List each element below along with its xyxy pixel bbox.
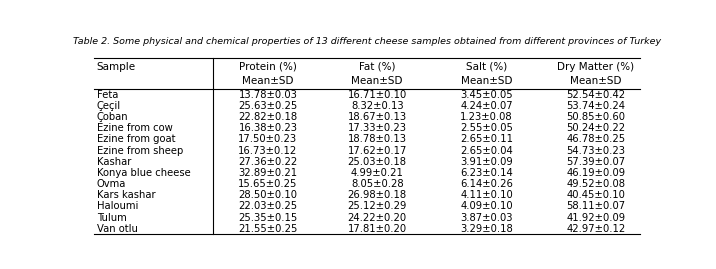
Text: 3.87±0.03: 3.87±0.03 bbox=[460, 213, 513, 222]
Text: Mean±SD: Mean±SD bbox=[352, 76, 403, 86]
Text: 32.89±0.21: 32.89±0.21 bbox=[238, 168, 297, 178]
Text: 8.05±0.28: 8.05±0.28 bbox=[351, 179, 404, 189]
Text: 17.62±0.17: 17.62±0.17 bbox=[347, 146, 407, 155]
Text: 49.52±0.08: 49.52±0.08 bbox=[566, 179, 625, 189]
Text: Kars kashar: Kars kashar bbox=[97, 190, 155, 200]
Text: 41.92±0.09: 41.92±0.09 bbox=[566, 213, 625, 222]
Text: 17.33±0.23: 17.33±0.23 bbox=[348, 123, 407, 133]
Text: 3.29±0.18: 3.29±0.18 bbox=[460, 224, 513, 234]
Text: 4.09±0.10: 4.09±0.10 bbox=[460, 201, 513, 211]
Text: Çeçil: Çeçil bbox=[97, 101, 121, 111]
Text: 21.55±0.25: 21.55±0.25 bbox=[238, 224, 298, 234]
Text: Feta: Feta bbox=[97, 90, 118, 100]
Text: Ovma: Ovma bbox=[97, 179, 126, 189]
Text: Mean±SD: Mean±SD bbox=[570, 76, 621, 86]
Text: 25.63±0.25: 25.63±0.25 bbox=[238, 101, 298, 111]
Text: 22.03±0.25: 22.03±0.25 bbox=[238, 201, 297, 211]
Text: 25.12±0.29: 25.12±0.29 bbox=[347, 201, 407, 211]
Text: Salt (%): Salt (%) bbox=[466, 62, 507, 72]
Text: 53.74±0.24: 53.74±0.24 bbox=[566, 101, 625, 111]
Text: 2.65±0.11: 2.65±0.11 bbox=[460, 134, 513, 144]
Text: 54.73±0.23: 54.73±0.23 bbox=[566, 146, 625, 155]
Text: 22.82±0.18: 22.82±0.18 bbox=[238, 112, 297, 122]
Text: Ezine from sheep: Ezine from sheep bbox=[97, 146, 183, 155]
Text: 46.78±0.25: 46.78±0.25 bbox=[566, 134, 625, 144]
Text: Konya blue cheese: Konya blue cheese bbox=[97, 168, 190, 178]
Text: 50.24±0.22: 50.24±0.22 bbox=[566, 123, 625, 133]
Text: 18.78±0.13: 18.78±0.13 bbox=[348, 134, 407, 144]
Text: Ezine from goat: Ezine from goat bbox=[97, 134, 175, 144]
Text: 58.11±0.07: 58.11±0.07 bbox=[566, 201, 625, 211]
Text: Dry Matter (%): Dry Matter (%) bbox=[557, 62, 634, 72]
Text: 13.78±0.03: 13.78±0.03 bbox=[238, 90, 297, 100]
Text: 57.39±0.07: 57.39±0.07 bbox=[566, 157, 625, 167]
Text: 6.23±0.14: 6.23±0.14 bbox=[460, 168, 513, 178]
Text: 2.65±0.04: 2.65±0.04 bbox=[460, 146, 513, 155]
Text: Sample: Sample bbox=[97, 62, 136, 72]
Text: Haloumi: Haloumi bbox=[97, 201, 138, 211]
Text: 17.81±0.20: 17.81±0.20 bbox=[348, 224, 407, 234]
Text: 50.85±0.60: 50.85±0.60 bbox=[566, 112, 625, 122]
Text: 18.67±0.13: 18.67±0.13 bbox=[348, 112, 407, 122]
Text: 25.35±0.15: 25.35±0.15 bbox=[238, 213, 298, 222]
Text: 40.45±0.10: 40.45±0.10 bbox=[566, 190, 625, 200]
Text: Tulum: Tulum bbox=[97, 213, 127, 222]
Text: 3.91±0.09: 3.91±0.09 bbox=[460, 157, 513, 167]
Text: 4.11±0.10: 4.11±0.10 bbox=[460, 190, 513, 200]
Text: 4.24±0.07: 4.24±0.07 bbox=[460, 101, 513, 111]
Text: Fat (%): Fat (%) bbox=[359, 62, 395, 72]
Text: 16.73±0.12: 16.73±0.12 bbox=[238, 146, 298, 155]
Text: 27.36±0.22: 27.36±0.22 bbox=[238, 157, 298, 167]
Text: 6.14±0.26: 6.14±0.26 bbox=[460, 179, 513, 189]
Text: Protein (%): Protein (%) bbox=[239, 62, 297, 72]
Text: 16.38±0.23: 16.38±0.23 bbox=[238, 123, 297, 133]
Text: Mean±SD: Mean±SD bbox=[242, 76, 294, 86]
Text: Kashar: Kashar bbox=[97, 157, 131, 167]
Text: 52.54±0.42: 52.54±0.42 bbox=[566, 90, 625, 100]
Text: Ezine from cow: Ezine from cow bbox=[97, 123, 173, 133]
Text: Table 2. Some physical and chemical properties of 13 different cheese samples ob: Table 2. Some physical and chemical prop… bbox=[73, 37, 661, 47]
Text: 17.50±0.23: 17.50±0.23 bbox=[238, 134, 297, 144]
Text: 25.03±0.18: 25.03±0.18 bbox=[348, 157, 407, 167]
Text: 1.23±0.08: 1.23±0.08 bbox=[460, 112, 513, 122]
Text: 46.19±0.09: 46.19±0.09 bbox=[566, 168, 625, 178]
Text: 4.99±0.21: 4.99±0.21 bbox=[351, 168, 404, 178]
Text: 16.71±0.10: 16.71±0.10 bbox=[347, 90, 407, 100]
Text: Çoban: Çoban bbox=[97, 112, 128, 122]
Text: 3.45±0.05: 3.45±0.05 bbox=[460, 90, 513, 100]
Text: 28.50±0.10: 28.50±0.10 bbox=[238, 190, 297, 200]
Text: 24.22±0.20: 24.22±0.20 bbox=[348, 213, 407, 222]
Text: Van otlu: Van otlu bbox=[97, 224, 137, 234]
Text: 8.32±0.13: 8.32±0.13 bbox=[351, 101, 404, 111]
Text: 15.65±0.25: 15.65±0.25 bbox=[238, 179, 298, 189]
Text: 26.98±0.18: 26.98±0.18 bbox=[348, 190, 407, 200]
Text: Mean±SD: Mean±SD bbox=[461, 76, 512, 86]
Text: 2.55±0.05: 2.55±0.05 bbox=[460, 123, 513, 133]
Text: 42.97±0.12: 42.97±0.12 bbox=[566, 224, 626, 234]
